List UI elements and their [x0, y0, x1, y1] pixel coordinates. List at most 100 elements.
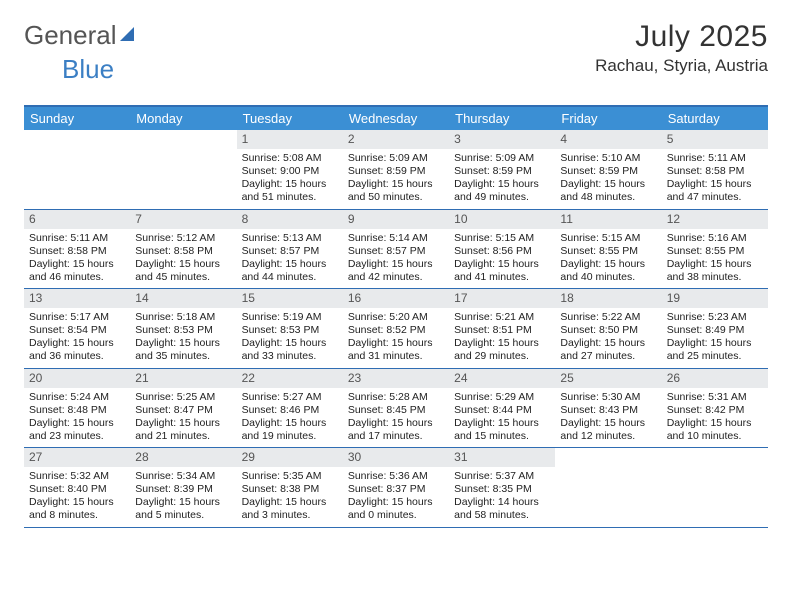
- calendar-cell: 15Sunrise: 5:19 AMSunset: 8:53 PMDayligh…: [237, 289, 343, 368]
- day-details: Sunrise: 5:19 AMSunset: 8:53 PMDaylight:…: [237, 308, 343, 368]
- day-number: 27: [24, 448, 130, 467]
- sunset-line: Sunset: 8:55 PM: [560, 245, 656, 258]
- sunrise-line: Sunrise: 5:37 AM: [454, 470, 550, 483]
- day-details: Sunrise: 5:21 AMSunset: 8:51 PMDaylight:…: [449, 308, 555, 368]
- day-number: 26: [662, 369, 768, 388]
- day-number: 11: [555, 210, 661, 229]
- calendar-cell: 30Sunrise: 5:36 AMSunset: 8:37 PMDayligh…: [343, 448, 449, 527]
- sunset-line: Sunset: 8:57 PM: [348, 245, 444, 258]
- day-number: 2: [343, 130, 449, 149]
- calendar-cell: 8Sunrise: 5:13 AMSunset: 8:57 PMDaylight…: [237, 210, 343, 289]
- sunrise-line: Sunrise: 5:20 AM: [348, 311, 444, 324]
- day-details: Sunrise: 5:37 AMSunset: 8:35 PMDaylight:…: [449, 467, 555, 527]
- calendar-cell: 24Sunrise: 5:29 AMSunset: 8:44 PMDayligh…: [449, 369, 555, 448]
- day-number: 14: [130, 289, 236, 308]
- sunrise-line: Sunrise: 5:30 AM: [560, 391, 656, 404]
- sunset-line: Sunset: 8:50 PM: [560, 324, 656, 337]
- day-number: 1: [237, 130, 343, 149]
- daylight-line: Daylight: 15 hours and 46 minutes.: [29, 258, 125, 284]
- day-number: 12: [662, 210, 768, 229]
- day-number: 19: [662, 289, 768, 308]
- daylight-line: Daylight: 15 hours and 31 minutes.: [348, 337, 444, 363]
- day-number: 15: [237, 289, 343, 308]
- day-details: Sunrise: 5:11 AMSunset: 8:58 PMDaylight:…: [24, 229, 130, 289]
- daylight-line: Daylight: 15 hours and 19 minutes.: [242, 417, 338, 443]
- calendar-cell: 5Sunrise: 5:11 AMSunset: 8:58 PMDaylight…: [662, 130, 768, 209]
- sunset-line: Sunset: 8:39 PM: [135, 483, 231, 496]
- sunrise-line: Sunrise: 5:18 AM: [135, 311, 231, 324]
- calendar-cell: 1Sunrise: 5:08 AMSunset: 9:00 PMDaylight…: [237, 130, 343, 209]
- sunrise-line: Sunrise: 5:16 AM: [667, 232, 763, 245]
- calendar-cell: 2Sunrise: 5:09 AMSunset: 8:59 PMDaylight…: [343, 130, 449, 209]
- calendar-week: 6Sunrise: 5:11 AMSunset: 8:58 PMDaylight…: [24, 210, 768, 290]
- sunrise-line: Sunrise: 5:25 AM: [135, 391, 231, 404]
- calendar-cell: 26Sunrise: 5:31 AMSunset: 8:42 PMDayligh…: [662, 369, 768, 448]
- day-details: Sunrise: 5:12 AMSunset: 8:58 PMDaylight:…: [130, 229, 236, 289]
- daylight-line: Daylight: 15 hours and 23 minutes.: [29, 417, 125, 443]
- sunset-line: Sunset: 9:00 PM: [242, 165, 338, 178]
- day-details: Sunrise: 5:15 AMSunset: 8:55 PMDaylight:…: [555, 229, 661, 289]
- day-details: Sunrise: 5:28 AMSunset: 8:45 PMDaylight:…: [343, 388, 449, 448]
- day-details: Sunrise: 5:10 AMSunset: 8:59 PMDaylight:…: [555, 149, 661, 209]
- sunset-line: Sunset: 8:37 PM: [348, 483, 444, 496]
- calendar-cell: 12Sunrise: 5:16 AMSunset: 8:55 PMDayligh…: [662, 210, 768, 289]
- sunrise-line: Sunrise: 5:12 AM: [135, 232, 231, 245]
- daylight-line: Daylight: 15 hours and 38 minutes.: [667, 258, 763, 284]
- calendar-cell: 13Sunrise: 5:17 AMSunset: 8:54 PMDayligh…: [24, 289, 130, 368]
- calendar-cell: 20Sunrise: 5:24 AMSunset: 8:48 PMDayligh…: [24, 369, 130, 448]
- sunrise-line: Sunrise: 5:28 AM: [348, 391, 444, 404]
- day-number: 23: [343, 369, 449, 388]
- sunrise-line: Sunrise: 5:09 AM: [454, 152, 550, 165]
- col-thu: Thursday: [449, 107, 555, 130]
- day-number: 10: [449, 210, 555, 229]
- sunrise-line: Sunrise: 5:23 AM: [667, 311, 763, 324]
- sunset-line: Sunset: 8:48 PM: [29, 404, 125, 417]
- day-details: Sunrise: 5:34 AMSunset: 8:39 PMDaylight:…: [130, 467, 236, 527]
- calendar-cell: 17Sunrise: 5:21 AMSunset: 8:51 PMDayligh…: [449, 289, 555, 368]
- calendar-cell: 31Sunrise: 5:37 AMSunset: 8:35 PMDayligh…: [449, 448, 555, 527]
- sunset-line: Sunset: 8:54 PM: [29, 324, 125, 337]
- day-details: Sunrise: 5:09 AMSunset: 8:59 PMDaylight:…: [449, 149, 555, 209]
- sunset-line: Sunset: 8:43 PM: [560, 404, 656, 417]
- day-number: 3: [449, 130, 555, 149]
- location-label: Rachau, Styria, Austria: [595, 56, 768, 76]
- day-number: 6: [24, 210, 130, 229]
- col-sat: Saturday: [662, 107, 768, 130]
- col-wed: Wednesday: [343, 107, 449, 130]
- sunrise-line: Sunrise: 5:35 AM: [242, 470, 338, 483]
- sunset-line: Sunset: 8:47 PM: [135, 404, 231, 417]
- calendar-cell: 4Sunrise: 5:10 AMSunset: 8:59 PMDaylight…: [555, 130, 661, 209]
- sunset-line: Sunset: 8:52 PM: [348, 324, 444, 337]
- daylight-line: Daylight: 15 hours and 27 minutes.: [560, 337, 656, 363]
- sunset-line: Sunset: 8:59 PM: [560, 165, 656, 178]
- sunrise-line: Sunrise: 5:32 AM: [29, 470, 125, 483]
- sunrise-line: Sunrise: 5:17 AM: [29, 311, 125, 324]
- day-details: Sunrise: 5:11 AMSunset: 8:58 PMDaylight:…: [662, 149, 768, 209]
- daylight-line: Daylight: 15 hours and 33 minutes.: [242, 337, 338, 363]
- day-number: 24: [449, 369, 555, 388]
- day-details: Sunrise: 5:24 AMSunset: 8:48 PMDaylight:…: [24, 388, 130, 448]
- daylight-line: Daylight: 15 hours and 44 minutes.: [242, 258, 338, 284]
- day-number: 13: [24, 289, 130, 308]
- daylight-line: Daylight: 15 hours and 42 minutes.: [348, 258, 444, 284]
- day-details: Sunrise: 5:22 AMSunset: 8:50 PMDaylight:…: [555, 308, 661, 368]
- sunrise-line: Sunrise: 5:15 AM: [560, 232, 656, 245]
- day-number: 31: [449, 448, 555, 467]
- sunset-line: Sunset: 8:51 PM: [454, 324, 550, 337]
- daylight-line: Daylight: 15 hours and 3 minutes.: [242, 496, 338, 522]
- sunrise-line: Sunrise: 5:11 AM: [667, 152, 763, 165]
- calendar-cell: 28Sunrise: 5:34 AMSunset: 8:39 PMDayligh…: [130, 448, 236, 527]
- sunrise-line: Sunrise: 5:09 AM: [348, 152, 444, 165]
- col-fri: Friday: [555, 107, 661, 130]
- sunset-line: Sunset: 8:49 PM: [667, 324, 763, 337]
- day-details: Sunrise: 5:32 AMSunset: 8:40 PMDaylight:…: [24, 467, 130, 527]
- calendar-cell-empty: [130, 130, 236, 209]
- daylight-line: Daylight: 14 hours and 58 minutes.: [454, 496, 550, 522]
- sunrise-line: Sunrise: 5:13 AM: [242, 232, 338, 245]
- calendar-week: 20Sunrise: 5:24 AMSunset: 8:48 PMDayligh…: [24, 369, 768, 449]
- daylight-line: Daylight: 15 hours and 17 minutes.: [348, 417, 444, 443]
- calendar-cell: 19Sunrise: 5:23 AMSunset: 8:49 PMDayligh…: [662, 289, 768, 368]
- weekday-header: Sunday Monday Tuesday Wednesday Thursday…: [24, 107, 768, 130]
- sunset-line: Sunset: 8:58 PM: [135, 245, 231, 258]
- day-number: 16: [343, 289, 449, 308]
